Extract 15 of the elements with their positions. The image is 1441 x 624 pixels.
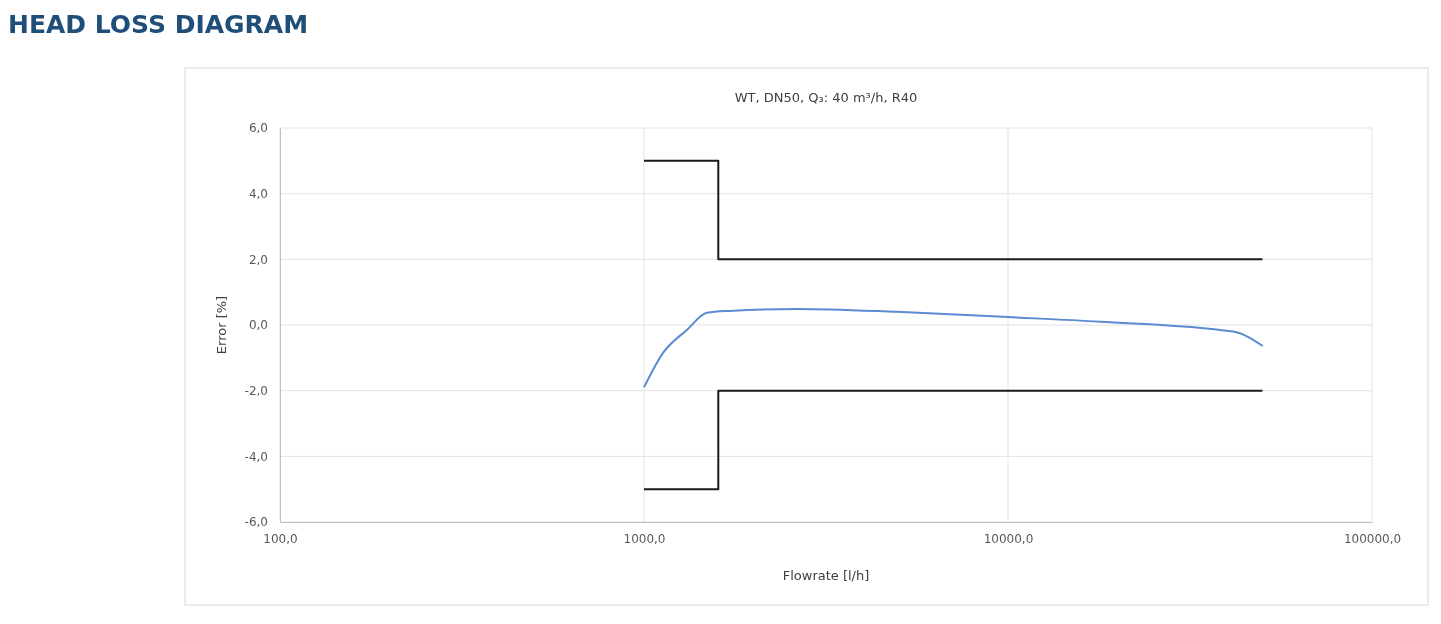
y-tick-label: 0,0 bbox=[248, 318, 268, 333]
chart-title: HEAD LOSS DIAGRAM bbox=[8, 10, 309, 39]
y-tick-label: -4,0 bbox=[244, 449, 268, 464]
chart-subtitle: WT, DN50, Q₃: 40 m³/h, R40 bbox=[734, 90, 918, 105]
x-axis-title: Flowrate [l/h] bbox=[782, 568, 870, 583]
x-tick-label: 10000,0 bbox=[983, 531, 1034, 546]
y-tick-label: 4,0 bbox=[248, 187, 268, 202]
y-tick-label: -6,0 bbox=[244, 515, 268, 530]
y-tick-label: -2,0 bbox=[244, 384, 268, 399]
y-tick-label: 6,0 bbox=[248, 121, 268, 136]
x-tick-label: 100,0 bbox=[263, 531, 298, 546]
x-tick-label: 1000,0 bbox=[623, 531, 666, 546]
y-axis-title: Error [%] bbox=[214, 295, 229, 355]
y-tick-label: 2,0 bbox=[248, 252, 268, 267]
x-tick-label: 100000,0 bbox=[1343, 531, 1402, 546]
